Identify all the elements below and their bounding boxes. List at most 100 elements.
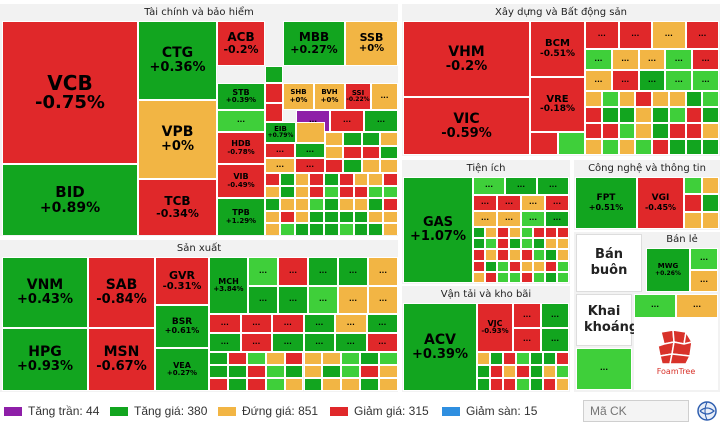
stock-tile-small[interactable]	[684, 194, 702, 212]
stock-tile-small[interactable]	[509, 238, 521, 250]
stock-tile-small[interactable]	[368, 210, 384, 224]
stock-tile-small[interactable]	[265, 210, 280, 224]
stock-tile-small[interactable]	[555, 365, 569, 378]
stock-tile-small[interactable]	[209, 378, 228, 391]
stock-tile-small[interactable]	[545, 260, 557, 272]
stock-tile-small[interactable]	[473, 249, 485, 261]
stock-tile-small[interactable]	[343, 145, 362, 160]
stock-tile-hpg[interactable]: HPG +0.93%	[2, 328, 88, 391]
stock-tile-small[interactable]	[585, 139, 602, 155]
stock-tile-small[interactable]	[542, 378, 556, 391]
stock-tile-small[interactable]	[490, 352, 504, 365]
stock-tile-small[interactable]: ...	[368, 257, 398, 286]
stock-tile-vnm[interactable]: VNM +0.43%	[2, 257, 88, 328]
stock-tile-small[interactable]	[265, 352, 285, 365]
stock-tile-small[interactable]: ...	[473, 195, 497, 211]
stock-tile-small[interactable]	[497, 238, 509, 250]
stock-tile-small[interactable]: ...	[338, 257, 368, 286]
stock-tile-small[interactable]	[343, 132, 362, 146]
stock-tile-small[interactable]	[530, 132, 558, 155]
stock-tile-eib[interactable]: EIB +0.79%	[265, 122, 296, 143]
stock-tile-small[interactable]	[303, 365, 323, 378]
stock-tile-small[interactable]: ...	[248, 285, 278, 314]
stock-tile-small[interactable]: ...	[303, 333, 335, 352]
stock-tile-small[interactable]: ...	[545, 195, 569, 211]
stock-tile-small[interactable]: ...	[248, 257, 278, 286]
stock-tile-small[interactable]	[557, 132, 585, 155]
stock-tile-small[interactable]: ...	[335, 314, 367, 333]
stock-tile-small[interactable]	[533, 249, 545, 261]
stock-tile-small[interactable]	[635, 139, 652, 155]
stock-tile-small[interactable]: ...	[611, 70, 639, 91]
stock-tile-small[interactable]: ...	[585, 70, 612, 91]
stock-tile-small[interactable]: ...	[665, 70, 693, 91]
stock-tile-hdb[interactable]: HDB -0.78%	[217, 132, 265, 164]
stock-tile-small[interactable]	[383, 210, 398, 224]
stock-tile-small[interactable]: ...	[303, 314, 335, 333]
stock-tile-small[interactable]	[353, 223, 369, 235]
stock-tile-small[interactable]	[618, 139, 636, 155]
stock-tile-small[interactable]	[509, 227, 521, 239]
stock-tile-small[interactable]	[360, 378, 380, 391]
stock-tile-bcm[interactable]: BCM -0.51%	[530, 21, 585, 77]
stock-tile-small[interactable]	[509, 249, 521, 261]
stock-tile-small[interactable]: ...	[272, 333, 304, 352]
stock-tile-small[interactable]	[516, 365, 530, 378]
stock-tile-small[interactable]	[379, 145, 398, 160]
stock-tile-small[interactable]	[545, 249, 557, 261]
stock-tile-small[interactable]	[341, 378, 361, 391]
stock-tile-small[interactable]	[379, 378, 398, 391]
stock-tile-small[interactable]	[652, 139, 669, 155]
stock-tile-small[interactable]	[684, 211, 702, 229]
stock-tile-small[interactable]	[702, 123, 719, 139]
stock-tile-small[interactable]	[324, 173, 339, 186]
stock-tile-small[interactable]	[485, 238, 497, 250]
stock-tile-small[interactable]	[294, 198, 310, 211]
stock-tile-msn[interactable]: MSN -0.67%	[88, 328, 155, 391]
stock-tile-small[interactable]	[618, 123, 636, 139]
stock-tile-small[interactable]: ...	[585, 49, 612, 70]
stock-tile-small[interactable]	[490, 378, 504, 391]
stock-tile-small[interactable]	[473, 238, 485, 250]
stock-tile-small[interactable]	[533, 238, 545, 250]
stock-tile-small[interactable]	[383, 223, 398, 235]
stock-tile-small[interactable]: ...	[638, 70, 666, 91]
stock-tile-small[interactable]	[360, 365, 380, 378]
stock-tile-acb[interactable]: ACB -0.2%	[217, 21, 265, 66]
stock-tile-gvr[interactable]: GVR -0.31%	[155, 257, 209, 305]
stock-tile-small[interactable]: ...	[368, 285, 398, 314]
stock-tile-small[interactable]: ...	[330, 110, 364, 132]
stock-tile-ssi[interactable]: SSI -0.22%	[345, 83, 371, 110]
stock-tile-small[interactable]	[521, 271, 533, 283]
stock-tile-small[interactable]	[324, 210, 339, 224]
stock-tile-small[interactable]: ...	[652, 21, 686, 49]
stock-tile-small[interactable]	[509, 260, 521, 272]
stock-tile-small[interactable]	[284, 352, 304, 365]
stock-tile-small[interactable]: ...	[690, 248, 718, 270]
stock-tile-small[interactable]: ...	[265, 158, 295, 173]
stock-tile-vcb[interactable]: VCB -0.75%	[2, 21, 138, 164]
stock-tile-gas[interactable]: GAS +1.07%	[403, 177, 473, 283]
stock-tile-small[interactable]	[360, 352, 380, 365]
stock-tile-small[interactable]	[303, 378, 323, 391]
stock-tile-acv[interactable]: ACV +0.39%	[403, 303, 477, 391]
stock-tile-small[interactable]	[361, 145, 380, 160]
stock-tile-sab[interactable]: SAB -0.84%	[88, 257, 155, 328]
stock-tile-small[interactable]	[557, 238, 569, 250]
stock-tile-small[interactable]	[284, 378, 304, 391]
stock-tile-small[interactable]	[338, 198, 354, 211]
stock-tile-small[interactable]: ...	[585, 21, 619, 49]
stock-tile-small[interactable]	[473, 271, 485, 283]
stock-tile-small[interactable]	[545, 238, 557, 250]
stock-tile-vjc[interactable]: VJC -0.93%	[477, 303, 513, 352]
stock-tile-small[interactable]	[503, 365, 517, 378]
stock-tile-small[interactable]	[353, 198, 369, 211]
stock-tile-small[interactable]: ...	[497, 211, 521, 227]
stock-tile-small[interactable]	[601, 107, 619, 123]
stock-tile-small[interactable]	[668, 139, 686, 155]
stock-tile-small[interactable]	[279, 223, 295, 235]
stock-tile-small[interactable]	[557, 271, 569, 283]
stock-tile-small[interactable]: ...	[335, 333, 367, 352]
stock-tile-small[interactable]	[521, 238, 533, 250]
stock-tile-bsr[interactable]: BSR +0.61%	[155, 305, 209, 348]
